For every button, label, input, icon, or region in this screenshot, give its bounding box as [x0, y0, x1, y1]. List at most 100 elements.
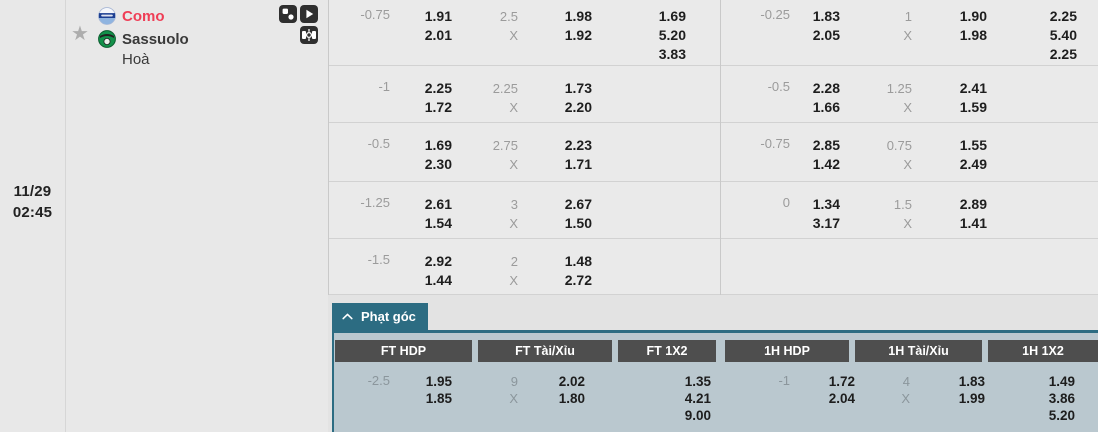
ou-line-value: 2.25 — [492, 81, 518, 96]
1x2-odds — [592, 195, 686, 238]
ou-line: 2.5 X — [452, 7, 518, 65]
ou-odds-over[interactable]: 1.73 — [564, 80, 592, 96]
ou-line-x: X — [903, 28, 912, 43]
hdp-odds-home[interactable]: 1.91 — [424, 8, 452, 24]
hdp-odds-home[interactable]: 2.25 — [424, 80, 452, 96]
ou-line-value: 2 — [510, 254, 518, 269]
hdp-odds-home[interactable]: 2.28 — [812, 80, 840, 96]
ou-line: 2.75 X — [452, 136, 518, 181]
1h-ou-odds-under[interactable]: 1.99 — [958, 391, 985, 406]
1x2-draw[interactable]: 5.40 — [1049, 27, 1077, 43]
ou-odds-over[interactable]: 1.98 — [564, 8, 592, 24]
hdp-odds: 1.91 2.01 — [390, 7, 452, 65]
corner-tab[interactable]: Phạt góc — [332, 303, 428, 330]
hdp-odds-away[interactable]: 2.30 — [424, 156, 452, 172]
ft-odds-row: -0.5 1.69 2.30 2.75 X 2.23 1.71 — [329, 123, 720, 182]
hdp-odds-home[interactable]: 1.83 — [812, 8, 840, 24]
ft-hdp-odds-home[interactable]: 1.95 — [425, 374, 452, 389]
1h-hdp-odds-home[interactable]: 1.72 — [828, 374, 855, 389]
ft-1x2-home[interactable]: 1.35 — [684, 374, 711, 389]
corner-odds-section: Phạt góc FT HDP FT Tài/Xỉu FT 1X2 1H HDP… — [332, 303, 1098, 432]
ou-odds-over[interactable]: 1.55 — [959, 137, 987, 153]
ou-odds: 1.90 1.98 — [912, 7, 987, 65]
ou-odds: 2.67 1.50 — [518, 195, 592, 238]
1x2-draw[interactable]: 5.20 — [658, 27, 686, 43]
favorite-star-icon[interactable]: ★ — [71, 23, 89, 45]
hdp-odds-away[interactable]: 3.17 — [812, 215, 840, 231]
draw-label: Hoà — [122, 51, 150, 68]
ou-odds-under[interactable]: 1.71 — [564, 156, 592, 172]
ft-ou-odds-under[interactable]: 1.80 — [558, 391, 585, 406]
ou-line-x: X — [903, 216, 912, 231]
formation-icon[interactable] — [279, 5, 297, 23]
ft-hdp-odds-away[interactable]: 1.85 — [425, 391, 452, 406]
hdp-odds-away[interactable]: 1.66 — [812, 99, 840, 115]
hdp-odds-away[interactable]: 1.54 — [424, 215, 452, 231]
ou-odds-over[interactable]: 1.48 — [564, 253, 592, 269]
ou-odds: 1.98 1.92 — [518, 7, 592, 65]
ou-odds-under[interactable]: 2.49 — [959, 156, 987, 172]
away-team-row[interactable]: Sassuolo — [98, 30, 189, 48]
corner-odds-table: FT HDP FT Tài/Xỉu FT 1X2 1H HDP 1H Tài/X… — [332, 330, 1098, 432]
ou-odds-under[interactable]: 1.50 — [564, 215, 592, 231]
1x2-odds — [987, 195, 1077, 238]
ou-odds-over[interactable]: 2.67 — [564, 196, 592, 212]
ou-odds — [912, 252, 987, 294]
hdp-odds-away[interactable]: 2.01 — [424, 27, 452, 43]
hdp-odds-home[interactable]: 2.61 — [424, 196, 452, 212]
hdp-odds-away[interactable]: 1.42 — [812, 156, 840, 172]
corner-header-row: FT HDP FT Tài/Xỉu FT 1X2 1H HDP 1H Tài/X… — [334, 340, 1098, 362]
ou-odds-over[interactable]: 1.90 — [959, 8, 987, 24]
ou-line — [840, 252, 912, 294]
play-icon[interactable] — [300, 5, 318, 23]
ou-odds-under[interactable]: 2.72 — [564, 272, 592, 288]
1x2-away[interactable]: 3.83 — [658, 46, 686, 62]
ou-odds: 1.48 2.72 — [518, 252, 592, 294]
ft-1x2-away[interactable]: 9.00 — [684, 408, 711, 423]
hdp-line: -1.5 — [367, 252, 390, 267]
ou-line-value: 0.75 — [886, 138, 912, 153]
hdp-odds-home[interactable]: 1.69 — [424, 137, 452, 153]
ft-ou-line-x: X — [509, 391, 518, 406]
ft-ou-odds-over[interactable]: 2.02 — [558, 374, 585, 389]
1x2-odds — [592, 136, 686, 181]
ou-odds-over[interactable]: 2.89 — [959, 196, 987, 212]
hdp-odds-away[interactable]: 1.72 — [424, 99, 452, 115]
main-odds-area: -0.75 1.91 2.01 2.5 X 1.98 1.92 1.69 5.2… — [328, 0, 1098, 295]
1x2-home[interactable]: 2.25 — [1049, 8, 1077, 24]
ou-line-value: 1.5 — [893, 197, 912, 212]
ou-odds-under[interactable]: 1.41 — [959, 215, 987, 231]
1x2-odds — [987, 252, 1077, 294]
1h-hdp-odds-away[interactable]: 2.04 — [828, 391, 855, 406]
1h-1x2-draw[interactable]: 3.86 — [1048, 391, 1075, 406]
ou-odds-under[interactable]: 2.20 — [564, 99, 592, 115]
hdp-line: -1.25 — [360, 195, 390, 210]
ou-odds-under[interactable]: 1.59 — [959, 99, 987, 115]
1x2-away[interactable]: 2.25 — [1049, 46, 1077, 62]
hdp-odds-away[interactable]: 2.05 — [812, 27, 840, 43]
1h-1x2-home[interactable]: 1.49 — [1048, 374, 1075, 389]
ou-odds-over[interactable]: 2.23 — [564, 137, 592, 153]
1h-1x2-away[interactable]: 5.20 — [1048, 408, 1075, 423]
1x2-odds — [987, 136, 1077, 181]
corner-header-ft-hdp: FT HDP — [335, 340, 472, 362]
1h-hdp-odds: 1.72 2.04 — [790, 373, 855, 424]
hdp-odds: 1.34 3.17 — [790, 195, 840, 238]
hdp-odds: 2.92 1.44 — [390, 252, 452, 294]
1h-ou-odds-over[interactable]: 1.83 — [958, 374, 985, 389]
ou-odds-under[interactable]: 1.98 — [959, 27, 987, 43]
hdp-odds-away[interactable]: 1.44 — [424, 272, 452, 288]
1x2-home[interactable]: 1.69 — [658, 8, 686, 24]
hdp-odds-home[interactable]: 1.34 — [812, 196, 840, 212]
ou-odds: 1.73 2.20 — [518, 79, 592, 122]
ou-odds: 2.41 1.59 — [912, 79, 987, 122]
hdp-odds-home[interactable]: 2.92 — [424, 253, 452, 269]
hdp-line: -0.75 — [760, 136, 790, 151]
home-team-row[interactable]: Como — [98, 7, 165, 25]
hdp-odds-home[interactable]: 2.85 — [812, 137, 840, 153]
ft-1x2-draw[interactable]: 4.21 — [684, 391, 711, 406]
ou-odds-under[interactable]: 1.92 — [564, 27, 592, 43]
ft-odds-row: -0.75 1.91 2.01 2.5 X 1.98 1.92 1.69 5.2… — [329, 0, 720, 66]
ou-odds-over[interactable]: 2.41 — [959, 80, 987, 96]
pitch-icon[interactable] — [300, 26, 318, 44]
